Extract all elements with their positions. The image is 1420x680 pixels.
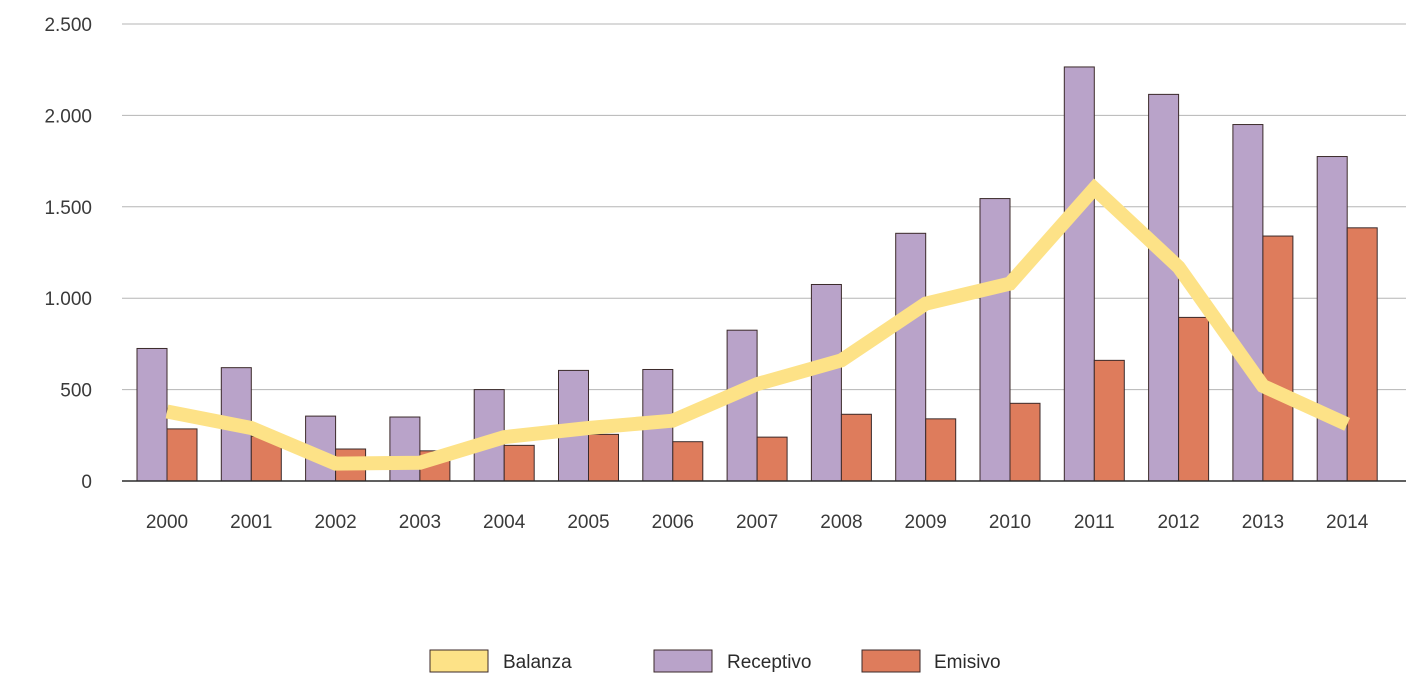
bar-receptivo-2003	[389, 416, 421, 482]
x-tick-label: 2006	[652, 512, 694, 533]
y-axis-tick-labels: 0 500 1.000 1.500 2.000 2.500	[44, 15, 92, 493]
bar-receptivo-2010	[979, 198, 1011, 482]
x-tick-label: 2012	[1157, 512, 1199, 533]
x-tick-label: 2005	[567, 512, 609, 533]
legend: Balanza Receptivo Emisivo	[429, 649, 1001, 673]
y-tick-label: 2.000	[44, 106, 92, 127]
bar-emisivo-2008	[840, 413, 872, 482]
legend-swatch-balanza	[429, 649, 489, 673]
bar-emisivo-2000	[166, 428, 198, 482]
x-tick-label: 2007	[736, 512, 778, 533]
bar-emisivo-2006	[672, 441, 704, 482]
legend-swatch-receptivo	[653, 649, 713, 673]
x-tick-label: 2003	[399, 512, 441, 533]
x-tick-label: 2004	[483, 512, 526, 533]
x-axis-tick-labels: 2000 2001 2002 2003 2004 2005 2006 2007 2008 2009…	[146, 512, 1369, 533]
gridlines	[122, 23, 1406, 391]
bar-emisivo-2012	[1178, 316, 1210, 482]
x-tick-label: 2013	[1242, 512, 1284, 533]
bar-emisivo-2011	[1093, 359, 1125, 482]
legend-label-receptivo: Receptivo	[727, 652, 812, 673]
legend-label-emisivo: Emisivo	[934, 652, 1001, 673]
bar-emisivo-2009	[925, 418, 957, 482]
bar-emisivo-2005	[588, 433, 619, 482]
legend-label-balanza: Balanza	[503, 652, 572, 673]
y-tick-label: 500	[60, 381, 92, 402]
x-tick-label: 2011	[1074, 512, 1115, 533]
bar-emisivo-2014	[1346, 227, 1378, 482]
x-tick-label: 2010	[989, 512, 1031, 533]
bar-emisivo-2004	[503, 444, 535, 482]
bar-receptivo-2014	[1316, 156, 1348, 482]
bar-emisivo-2007	[756, 436, 788, 482]
series-line-balanza	[165, 178, 1351, 471]
balanza-line	[165, 178, 1351, 471]
bar-emisivo-2010	[1009, 402, 1041, 482]
x-tick-label: 2008	[820, 512, 862, 533]
bar-receptivo-2007	[726, 329, 758, 482]
bar-receptivo-2008	[810, 283, 842, 482]
bar-receptivo-2011	[1063, 66, 1095, 482]
y-tick-label: 0	[81, 472, 92, 493]
x-tick-label: 2000	[146, 512, 188, 533]
x-tick-label: 2002	[314, 512, 356, 533]
x-tick-label: 2014	[1326, 512, 1369, 533]
bar-receptivo-2000	[136, 347, 168, 482]
bar-emisivo-2013	[1262, 235, 1294, 482]
x-tick-label: 2001	[230, 512, 272, 533]
x-tick-label: 2009	[905, 512, 947, 533]
bar-receptivo-2012	[1148, 93, 1180, 482]
bar-receptivo-2009	[895, 232, 927, 482]
bar-receptivo-2013	[1232, 124, 1264, 482]
y-tick-label: 1.000	[44, 289, 92, 310]
legend-swatch-emisivo	[861, 649, 921, 673]
y-tick-label: 2.500	[44, 15, 92, 36]
y-tick-label: 1.500	[44, 198, 92, 219]
